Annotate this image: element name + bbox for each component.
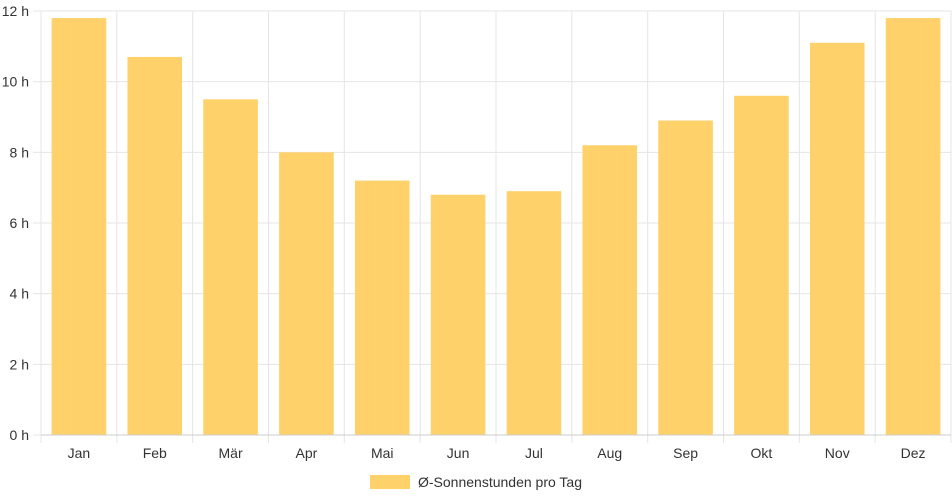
bar xyxy=(127,56,183,435)
bar xyxy=(51,18,107,436)
bar xyxy=(734,95,789,436)
bar xyxy=(354,180,410,435)
y-tick-label: 8 h xyxy=(10,144,29,160)
grid-lines xyxy=(33,10,952,443)
axes: 0 h 2 h 4 h 6 h 8 h 10 h 12 h Jan Feb Mär Apr Mai Ju… xyxy=(2,3,951,461)
y-tick-label: 6 h xyxy=(10,215,29,231)
y-tick-label: 4 h xyxy=(10,286,29,302)
legend[interactable]: Ø-Sonnenstunden pro Tag xyxy=(0,470,952,494)
x-tick-label: Aug xyxy=(597,445,622,461)
y-tick-label: 10 h xyxy=(2,74,29,90)
x-tick-label: Okt xyxy=(751,445,773,461)
bar xyxy=(506,191,562,435)
bar xyxy=(809,42,865,436)
x-tick-label: Jun xyxy=(447,445,470,461)
legend-label: Ø-Sonnenstunden pro Tag xyxy=(418,474,582,490)
legend-swatch xyxy=(370,475,410,489)
bar xyxy=(430,194,486,435)
bar-chart: 0 h 2 h 4 h 6 h 8 h 10 h 12 h Jan Feb Mär Apr Mai Ju… xyxy=(2,3,952,461)
y-tick-label: 12 h xyxy=(2,3,29,19)
bar xyxy=(658,120,713,436)
x-tick-label: Feb xyxy=(143,445,167,461)
bar xyxy=(279,152,334,436)
x-tick-label: Dez xyxy=(901,445,926,461)
y-tick-label: 2 h xyxy=(10,356,29,372)
bar xyxy=(885,18,941,436)
x-tick-label: Nov xyxy=(825,445,850,461)
x-tick-label: Jul xyxy=(525,445,543,461)
x-tick-label: Jan xyxy=(68,445,91,461)
x-tick-label: Mär xyxy=(219,445,243,461)
bar xyxy=(203,99,258,435)
x-tick-label: Sep xyxy=(673,445,698,461)
y-tick-label: 0 h xyxy=(10,427,29,443)
bars xyxy=(51,18,941,436)
bar xyxy=(582,145,638,435)
x-tick-label: Mai xyxy=(371,445,394,461)
x-tick-label: Apr xyxy=(296,445,318,461)
